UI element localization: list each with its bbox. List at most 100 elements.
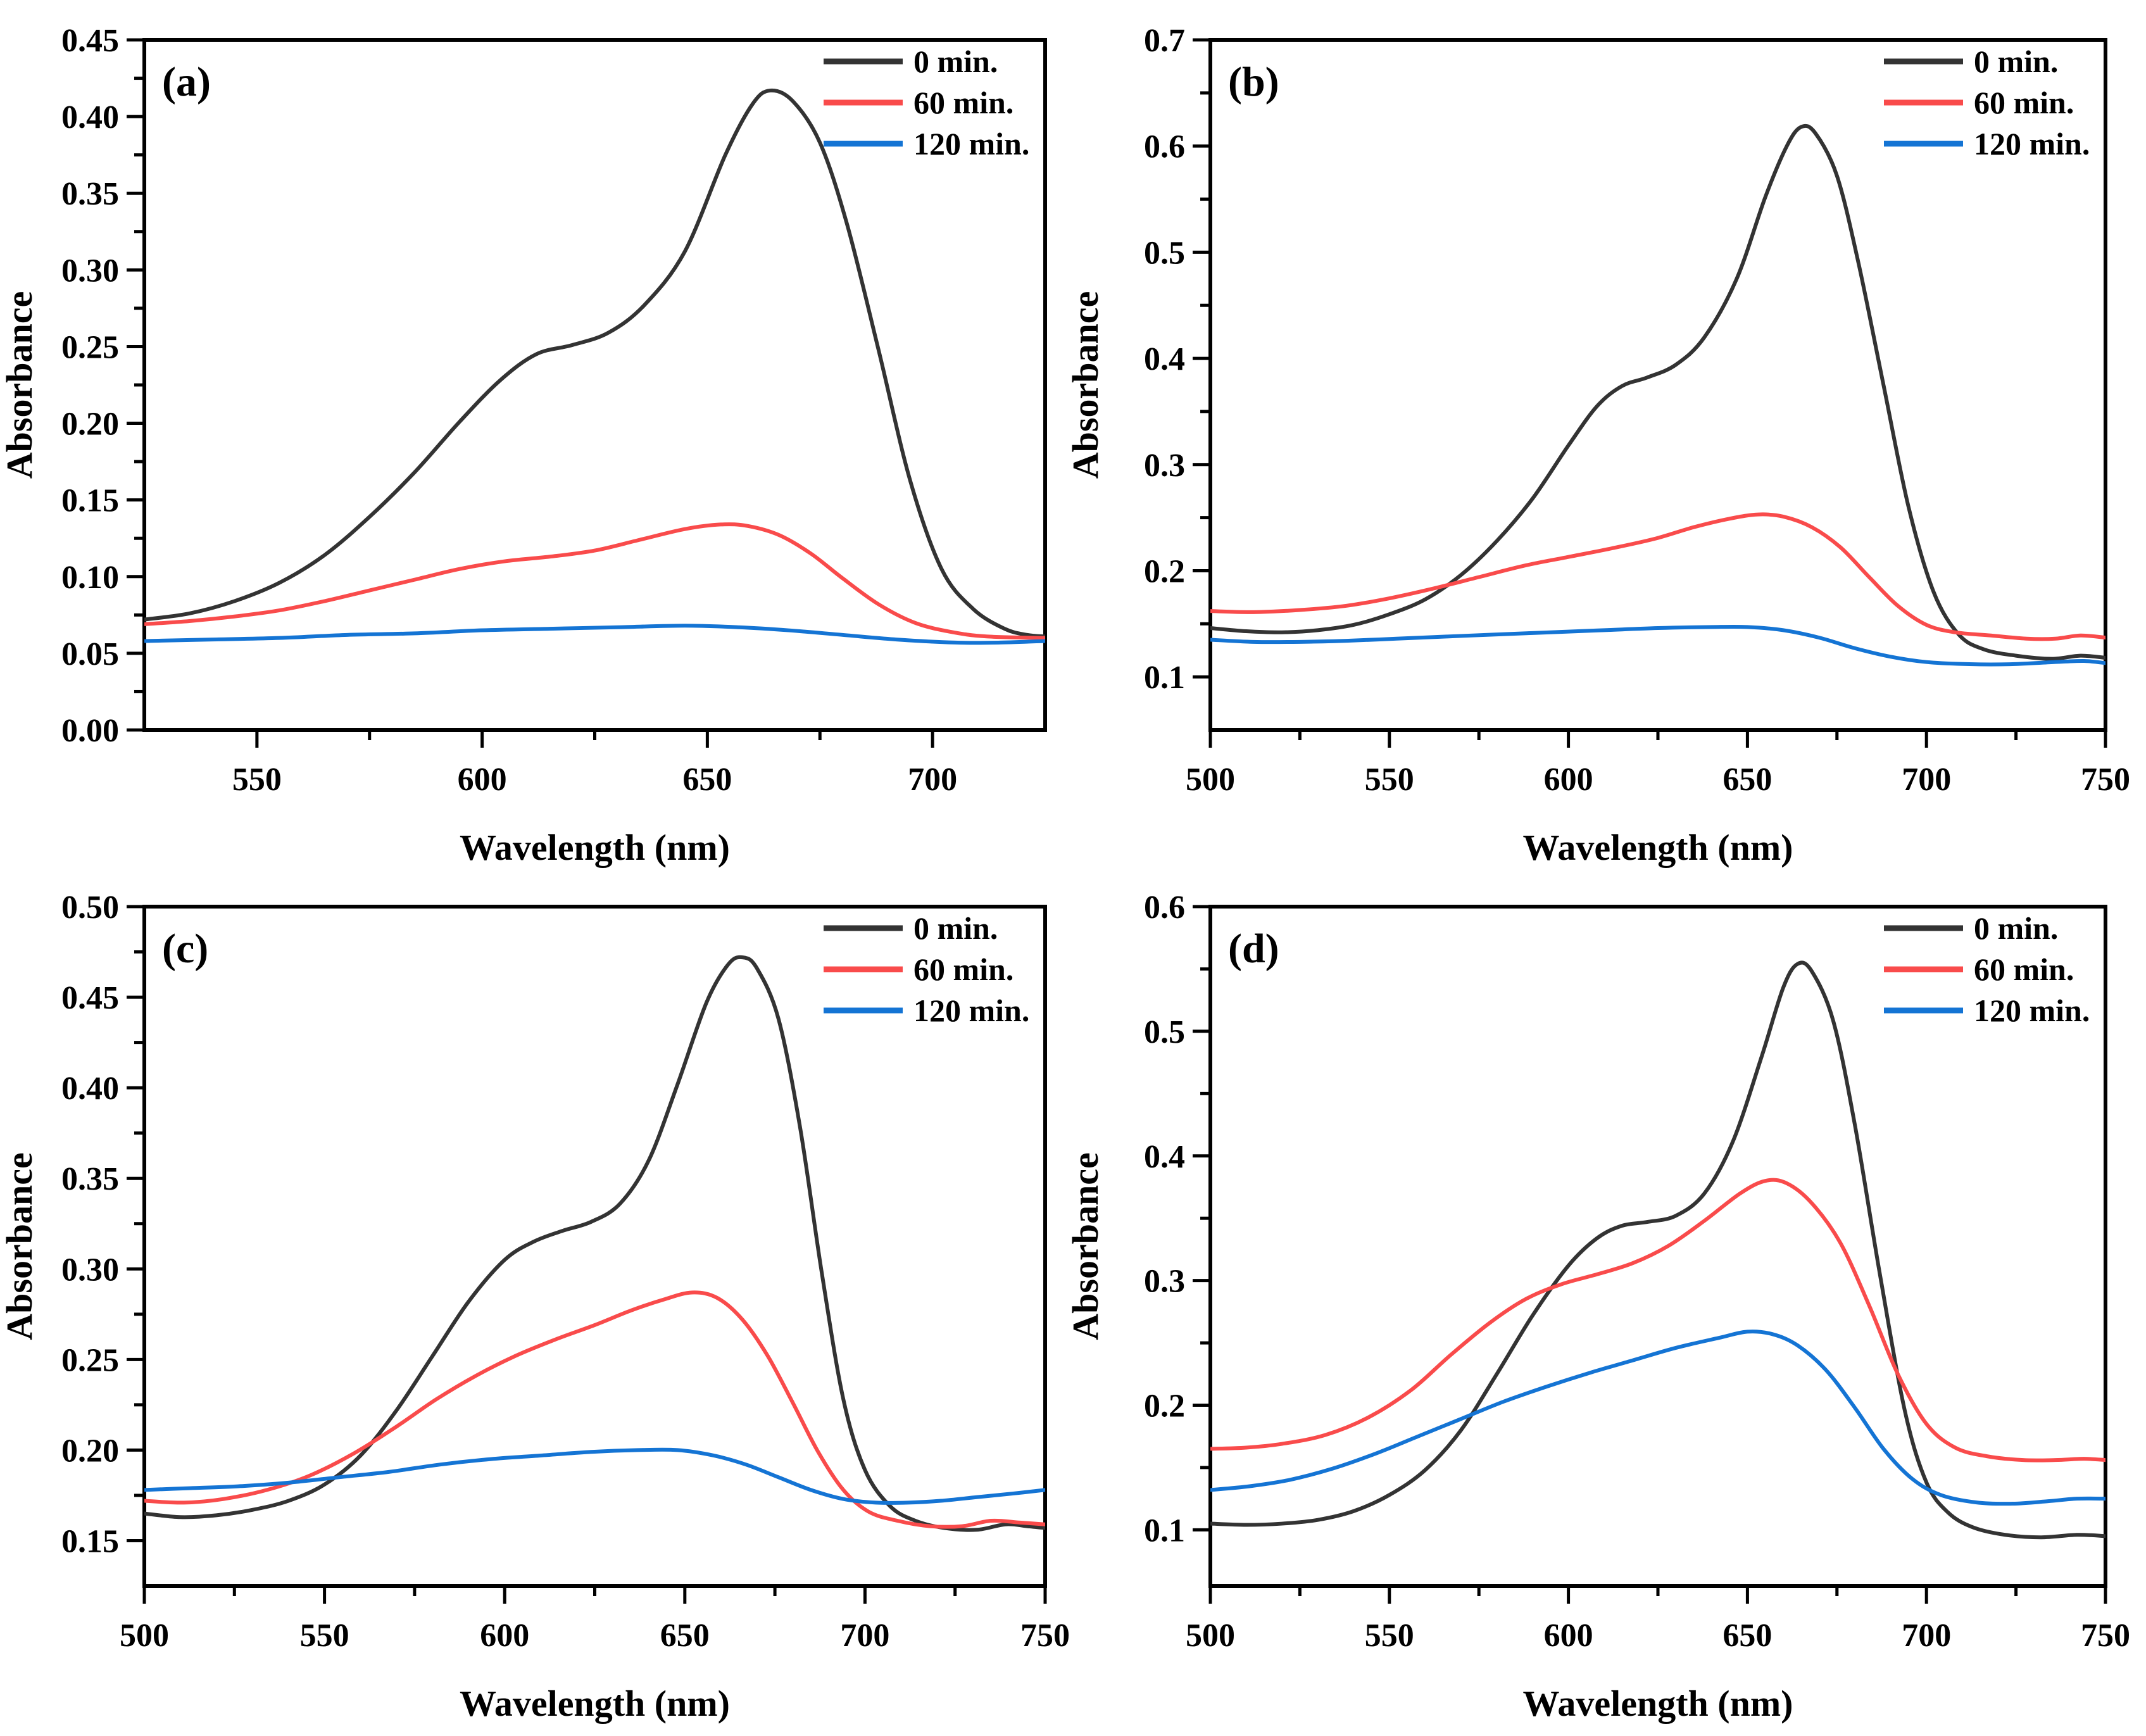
legend: 0 min. 60 min. 120 min. bbox=[1884, 910, 2090, 1028]
y-axis-tick-label: 0.10 bbox=[61, 560, 119, 596]
y-axis-tick-label: 0.3 bbox=[1144, 1264, 1185, 1300]
series-line-60min bbox=[1210, 1178, 2105, 1462]
y-axis-tick-label: 0.15 bbox=[61, 483, 119, 519]
y-axis-tick-label: 0.2 bbox=[1144, 553, 1185, 589]
panel-letter: (c) bbox=[162, 926, 208, 972]
legend-label: 60 min. bbox=[913, 952, 1013, 987]
x-axis-tick-label: 750 bbox=[2081, 762, 2130, 798]
legend-label: 120 min. bbox=[1974, 126, 2090, 161]
series-line-0min bbox=[144, 88, 1045, 639]
panel-letter: (a) bbox=[162, 59, 211, 105]
legend-label: 60 min. bbox=[1974, 952, 2074, 987]
y-axis-tick-label: 0.3 bbox=[1144, 448, 1185, 484]
y-axis-tick-label: 0.35 bbox=[61, 1161, 119, 1197]
x-axis-tick-label: 650 bbox=[660, 1618, 710, 1654]
x-axis-tick-label: 550 bbox=[300, 1618, 349, 1654]
x-axis-title: Wavelength (nm) bbox=[460, 1683, 730, 1724]
y-axis-tick-label: 0.4 bbox=[1144, 341, 1185, 377]
y-axis-tick-label: 0.2 bbox=[1144, 1388, 1185, 1425]
legend-label: 120 min. bbox=[913, 126, 1029, 161]
y-axis-tick-label: 0.20 bbox=[61, 406, 119, 443]
chart-panel-b: 0.1 0.2 0.3 0.4 0.5 0.6 0.7 500 550 600 650 700 750 W… bbox=[1065, 23, 2130, 868]
series-line-60min bbox=[144, 522, 1045, 640]
series-line-0min bbox=[1210, 123, 2105, 661]
x-axis-tick-label: 600 bbox=[1544, 1618, 1593, 1654]
y-axis-tick-label: 0.7 bbox=[1144, 23, 1185, 59]
legend-label: 0 min. bbox=[913, 44, 998, 79]
y-axis-title: Absorbance bbox=[0, 1152, 40, 1340]
legend-label: 0 min. bbox=[1974, 44, 2058, 79]
series-line-120min bbox=[144, 1447, 1045, 1505]
series-line-120min bbox=[1210, 1330, 2105, 1506]
x-axis-tick-label: 500 bbox=[120, 1618, 169, 1654]
x-axis-tick-label: 700 bbox=[840, 1618, 889, 1654]
y-axis-tick-label: 0.30 bbox=[61, 253, 119, 289]
legend-label: 60 min. bbox=[1974, 85, 2074, 120]
y-axis-tick-label: 0.20 bbox=[61, 1433, 119, 1469]
legend-label: 0 min. bbox=[913, 910, 998, 946]
y-axis-tick-label: 0.45 bbox=[61, 23, 119, 59]
series-curves bbox=[144, 955, 1045, 1532]
series-line-0min bbox=[1210, 960, 2105, 1540]
legend: 0 min. 60 min. 120 min. bbox=[824, 44, 1029, 161]
x-axis-tick-label: 600 bbox=[1544, 762, 1593, 798]
y-axis-tick-label: 0.5 bbox=[1144, 235, 1185, 271]
x-axis-tick-label: 650 bbox=[1722, 1618, 1772, 1654]
y-axis-title: Absorbance bbox=[0, 291, 40, 479]
x-axis-tick-label: 650 bbox=[1722, 762, 1772, 798]
x-axis-tick-label: 500 bbox=[1186, 762, 1235, 798]
legend: 0 min. 60 min. 120 min. bbox=[824, 910, 1029, 1028]
series-line-60min bbox=[1210, 512, 2105, 641]
y-axis-title: Absorbance bbox=[1065, 1152, 1106, 1340]
y-axis-tick-label: 0.25 bbox=[61, 1342, 119, 1378]
chart-panel-d: 0.1 0.2 0.3 0.4 0.5 0.6 500 550 600 650 700 750 Wave… bbox=[1065, 890, 2130, 1724]
legend-label: 120 min. bbox=[913, 993, 1029, 1028]
series-curves bbox=[144, 88, 1045, 645]
x-axis-title: Wavelength (nm) bbox=[460, 827, 730, 868]
plot-border bbox=[1208, 905, 2107, 1588]
x-axis-tick-label: 750 bbox=[2081, 1618, 2130, 1654]
y-axis-tick-label: 0.05 bbox=[61, 636, 119, 672]
x-axis-tick-label: 700 bbox=[908, 762, 957, 798]
series-line-120min bbox=[1210, 624, 2105, 667]
x-axis-tick-label: 550 bbox=[1365, 762, 1414, 798]
x-axis-tick-label: 750 bbox=[1020, 1618, 1070, 1654]
y-axis-tick-label: 0.50 bbox=[61, 890, 119, 926]
series-curves bbox=[1210, 123, 2105, 667]
series-line-60min bbox=[144, 1290, 1045, 1529]
series-line-0min bbox=[144, 955, 1045, 1532]
y-axis-tick-label: 0.5 bbox=[1144, 1014, 1185, 1050]
x-axis-tick-label: 550 bbox=[232, 762, 282, 798]
y-axis-tick-label: 0.4 bbox=[1144, 1139, 1185, 1175]
x-axis-tick-label: 600 bbox=[480, 1618, 529, 1654]
y-axis-tick-label: 0.40 bbox=[61, 99, 119, 135]
x-axis-tick-label: 600 bbox=[458, 762, 507, 798]
x-axis-title: Wavelength (nm) bbox=[1523, 1683, 1793, 1724]
legend: 0 min. 60 min. 120 min. bbox=[1884, 44, 2090, 161]
y-axis-tick-label: 0.15 bbox=[61, 1523, 119, 1559]
axis-ticks bbox=[1193, 38, 2107, 748]
series-line-120min bbox=[144, 624, 1045, 645]
y-axis-tick-label: 0.40 bbox=[61, 1071, 119, 1107]
x-axis-tick-label: 550 bbox=[1365, 1618, 1414, 1654]
axis-ticks bbox=[127, 905, 1047, 1604]
legend-label: 60 min. bbox=[913, 85, 1013, 120]
panel-letter: (d) bbox=[1228, 926, 1279, 972]
x-axis-tick-label: 650 bbox=[682, 762, 732, 798]
y-axis-tick-label: 0.35 bbox=[61, 176, 119, 212]
y-axis-tick-label: 0.1 bbox=[1144, 1513, 1185, 1549]
chart-panel-c: 0.15 0.20 0.25 0.30 0.35 0.40 0.45 0.50 500 550 60… bbox=[0, 890, 1070, 1724]
panel-letter: (b) bbox=[1228, 59, 1279, 105]
y-axis-tick-label: 0.1 bbox=[1144, 660, 1185, 696]
y-axis-title: Absorbance bbox=[1065, 291, 1106, 479]
y-axis-tick-label: 0.00 bbox=[61, 713, 119, 749]
axis-ticks bbox=[1193, 905, 2107, 1604]
x-axis-title: Wavelength (nm) bbox=[1523, 827, 1793, 868]
legend-label: 0 min. bbox=[1974, 910, 2058, 946]
y-axis-tick-label: 0.6 bbox=[1144, 890, 1185, 926]
y-axis-tick-label: 0.30 bbox=[61, 1252, 119, 1288]
y-axis-tick-label: 0.45 bbox=[61, 980, 119, 1016]
series-curves bbox=[1210, 960, 2105, 1540]
legend-label: 120 min. bbox=[1974, 993, 2090, 1028]
